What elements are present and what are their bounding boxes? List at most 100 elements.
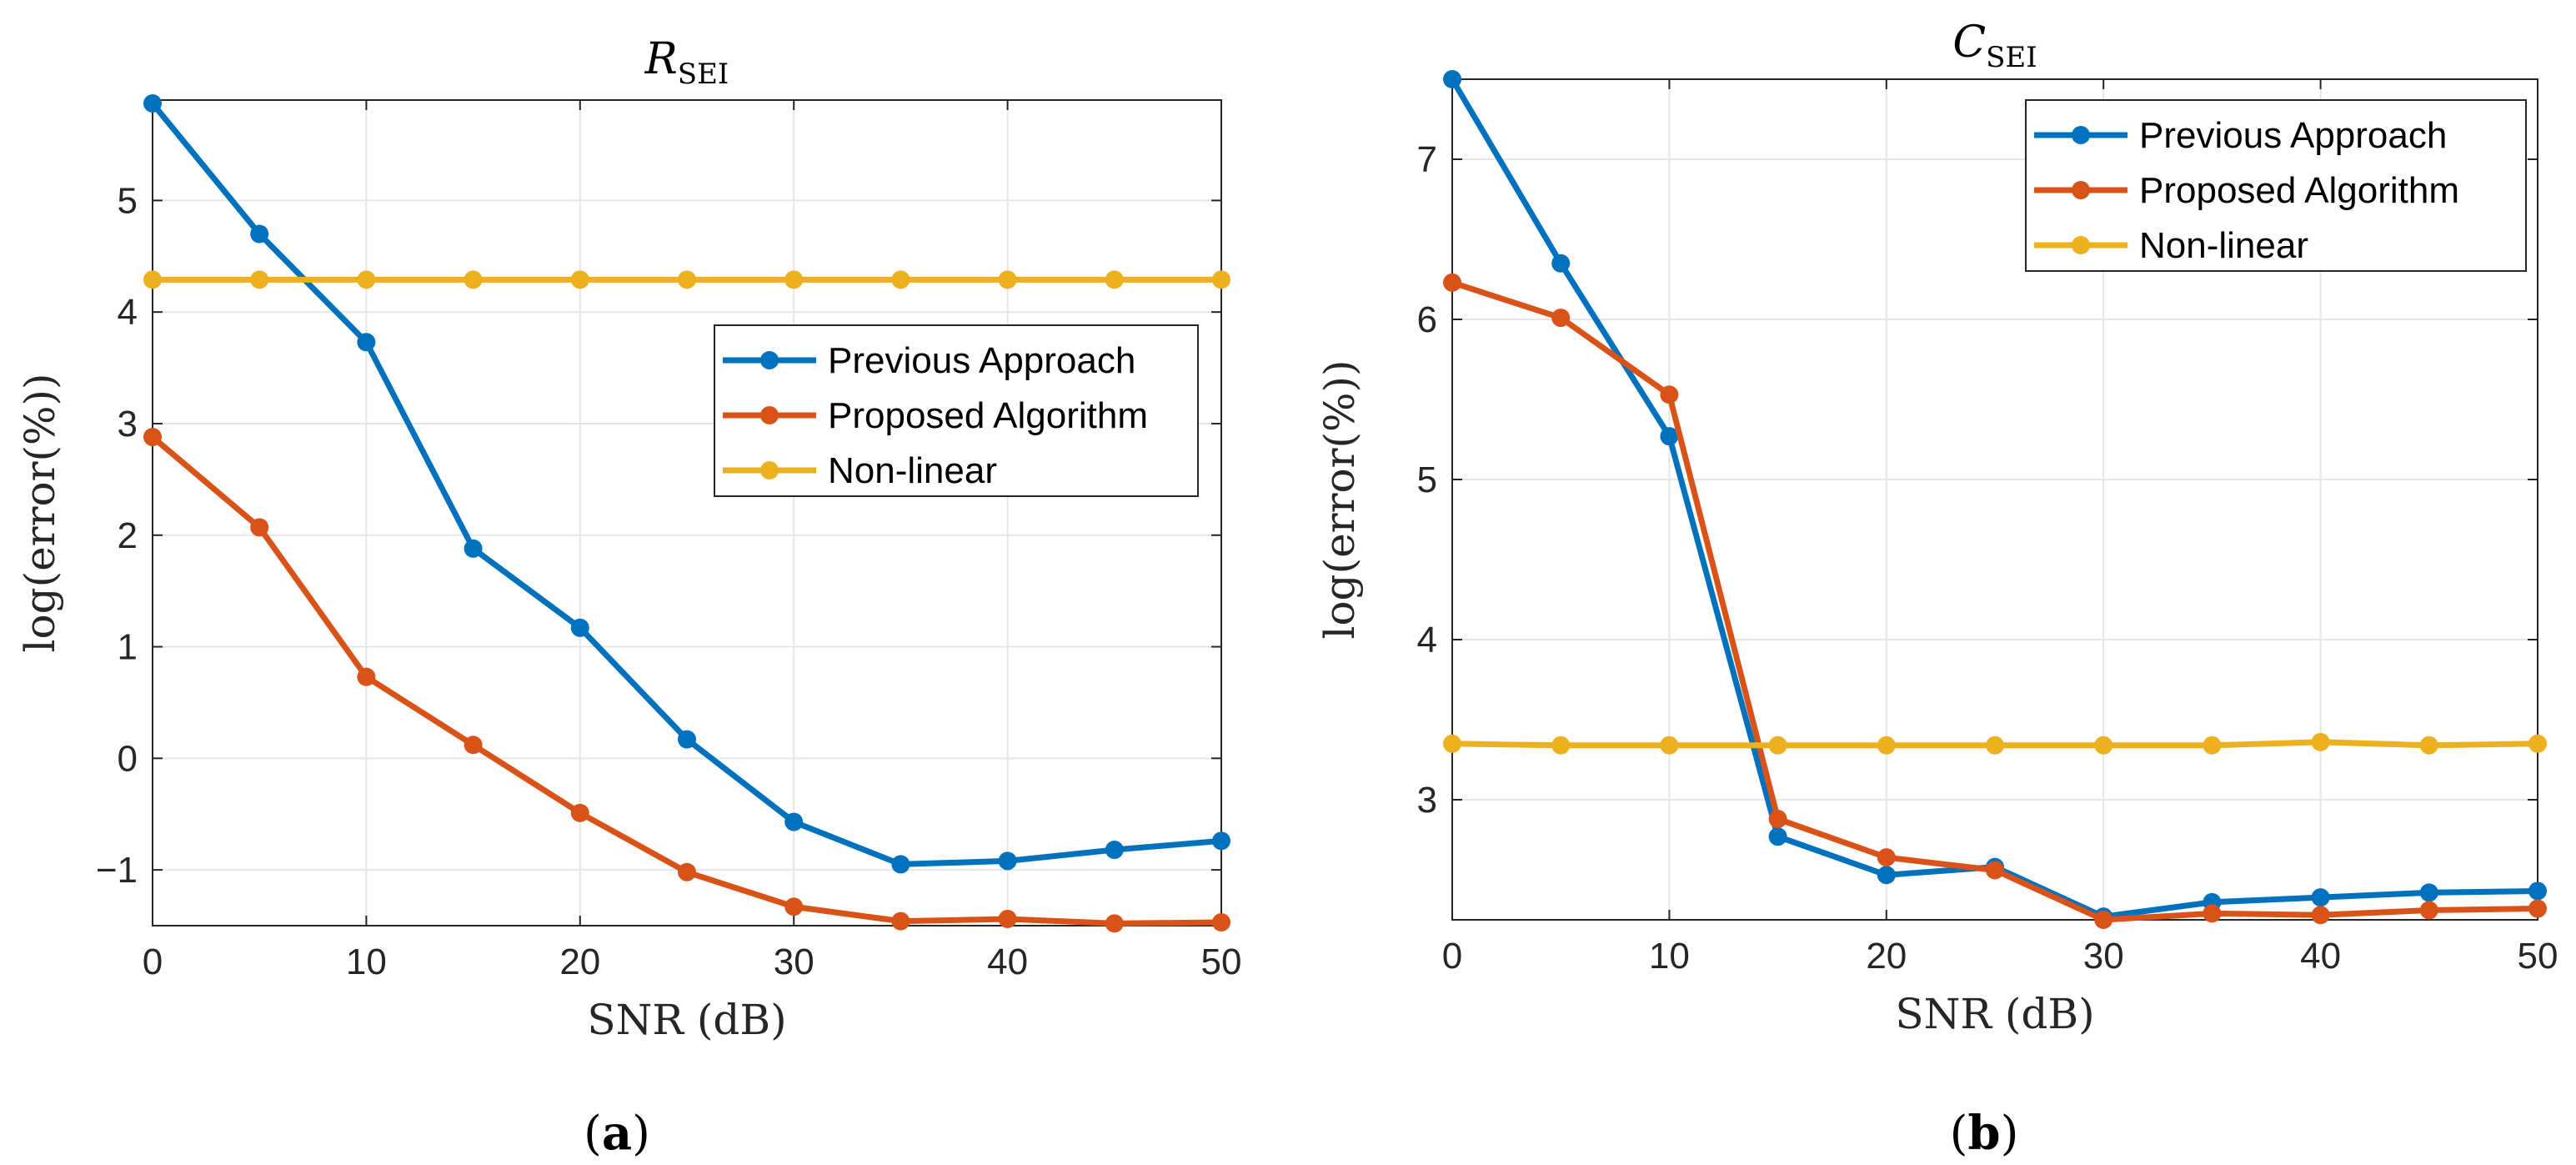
data-point bbox=[2094, 736, 2113, 755]
data-point bbox=[1768, 736, 1787, 755]
data-point bbox=[678, 270, 696, 289]
legend-swatch-marker bbox=[760, 406, 779, 424]
data-point bbox=[2311, 732, 2330, 751]
x-tick-label: 30 bbox=[2083, 936, 2124, 977]
legend-entry-label: Previous Approach bbox=[828, 340, 1135, 381]
panel-label-close-paren: ) bbox=[2001, 1107, 2019, 1161]
y-axis-label: log(error(%)) bbox=[1316, 359, 1364, 639]
data-point bbox=[464, 270, 483, 289]
data-point bbox=[1768, 827, 1787, 846]
series-non-linear bbox=[1443, 732, 2547, 755]
y-tick-label: 1 bbox=[118, 627, 138, 668]
data-point bbox=[2419, 901, 2438, 920]
data-point bbox=[570, 270, 589, 289]
legend-swatch-marker bbox=[760, 461, 779, 480]
data-point bbox=[1986, 861, 2004, 880]
legend: Previous Approach Proposed Algorithm Non-l… bbox=[2025, 99, 2527, 272]
y-tick-label: 6 bbox=[1417, 299, 1437, 340]
chart-title-subscript: SEI bbox=[1986, 41, 2037, 74]
data-point bbox=[784, 812, 804, 831]
data-point bbox=[998, 851, 1017, 871]
y-tick-label: 0 bbox=[118, 738, 138, 779]
legend: Previous Approach Proposed Algorithm Non-l… bbox=[714, 324, 1199, 497]
y-tick-label: 3 bbox=[118, 404, 138, 444]
y-tick-label: 3 bbox=[1417, 780, 1437, 821]
data-point bbox=[1877, 848, 1896, 867]
panel-label-open-paren: ( bbox=[1950, 1107, 1968, 1161]
y-tick-label: 5 bbox=[118, 180, 138, 221]
data-point bbox=[998, 909, 1017, 928]
data-point bbox=[1105, 914, 1124, 933]
panel-label-letter: a bbox=[602, 1106, 632, 1161]
chart-title-subscript: SEI bbox=[678, 58, 729, 91]
x-axis-label: SNR (dB) bbox=[1895, 990, 2094, 1038]
data-point bbox=[1877, 866, 1896, 885]
x-tick-label: 50 bbox=[1201, 942, 1242, 982]
data-point bbox=[1768, 810, 1787, 829]
data-point bbox=[998, 270, 1017, 289]
data-point bbox=[2203, 736, 2222, 755]
data-point bbox=[1443, 273, 1461, 292]
series-previous-approach bbox=[143, 94, 1230, 874]
data-point bbox=[143, 94, 162, 113]
series-proposed-algorithm bbox=[143, 428, 1230, 933]
x-axis-label: SNR (dB) bbox=[587, 996, 786, 1044]
data-point bbox=[1443, 70, 1461, 88]
data-point bbox=[1660, 385, 1679, 404]
data-point bbox=[2528, 899, 2547, 918]
chart-title-main: C bbox=[1952, 18, 1986, 68]
x-tick-label: 20 bbox=[1866, 936, 1907, 977]
data-point bbox=[891, 270, 910, 289]
data-point bbox=[143, 428, 162, 447]
legend-swatch-marker bbox=[2072, 181, 2090, 199]
data-point bbox=[1660, 427, 1679, 446]
data-point bbox=[464, 736, 483, 755]
data-point bbox=[2419, 883, 2438, 902]
x-tick-label: 40 bbox=[987, 942, 1028, 982]
data-point bbox=[1443, 734, 1461, 753]
y-axis-label: log(error(%)) bbox=[16, 373, 64, 652]
data-point bbox=[250, 270, 269, 289]
data-point bbox=[1551, 254, 1571, 273]
data-point bbox=[678, 730, 696, 749]
chart-panel-b: 0 10 20 30 40 50 3 4 5 6 7 SNR (dB) log(error(%)) CSE… bbox=[1316, 18, 2558, 1161]
y-tick-label: 2 bbox=[118, 515, 138, 556]
legend-entry-label: Previous Approach bbox=[2139, 115, 2447, 156]
data-point bbox=[1877, 736, 1896, 755]
data-point bbox=[464, 539, 483, 558]
series-line bbox=[150, 434, 1222, 926]
panel-label-open-paren: ( bbox=[584, 1107, 602, 1161]
data-point bbox=[1660, 736, 1679, 755]
data-point bbox=[784, 270, 804, 289]
y-tick-label: 7 bbox=[1417, 139, 1437, 180]
chart-panel-a: 0 10 20 30 40 50 −1 0 1 2 3 4 5 SNR (dB) log(error(%))… bbox=[16, 34, 1241, 1161]
axes-box bbox=[1451, 78, 2538, 921]
chart-title: RSEI bbox=[644, 34, 729, 91]
data-point bbox=[1105, 841, 1124, 860]
x-tick-label: 10 bbox=[346, 942, 387, 982]
data-point bbox=[357, 667, 376, 686]
legend-entry-label: Non-linear bbox=[2139, 225, 2308, 266]
data-point bbox=[1986, 736, 2004, 755]
data-point bbox=[1212, 270, 1230, 289]
axes-box bbox=[152, 99, 1222, 926]
series-proposed-algorithm bbox=[1443, 273, 2547, 929]
legend-swatch-marker bbox=[2072, 126, 2090, 144]
data-point bbox=[570, 618, 589, 637]
y-tick-label: −1 bbox=[96, 850, 138, 891]
legend-swatch-marker bbox=[2072, 236, 2090, 254]
data-point bbox=[1212, 912, 1230, 931]
x-tick-label: 40 bbox=[2300, 936, 2341, 977]
panel-label-close-paren: ) bbox=[632, 1107, 650, 1161]
series-non-linear bbox=[143, 270, 1230, 289]
panel-label-letter: b bbox=[1967, 1106, 2000, 1161]
data-point bbox=[2419, 736, 2438, 755]
data-point bbox=[570, 803, 589, 822]
x-tick-label: 0 bbox=[1442, 936, 1462, 977]
x-tick-label: 20 bbox=[559, 942, 600, 982]
panel-label: (a) bbox=[584, 1106, 650, 1161]
x-tick-label: 30 bbox=[774, 942, 814, 982]
y-tick-label: 4 bbox=[118, 292, 138, 333]
legend-entry-label: Proposed Algorithm bbox=[2139, 170, 2459, 211]
